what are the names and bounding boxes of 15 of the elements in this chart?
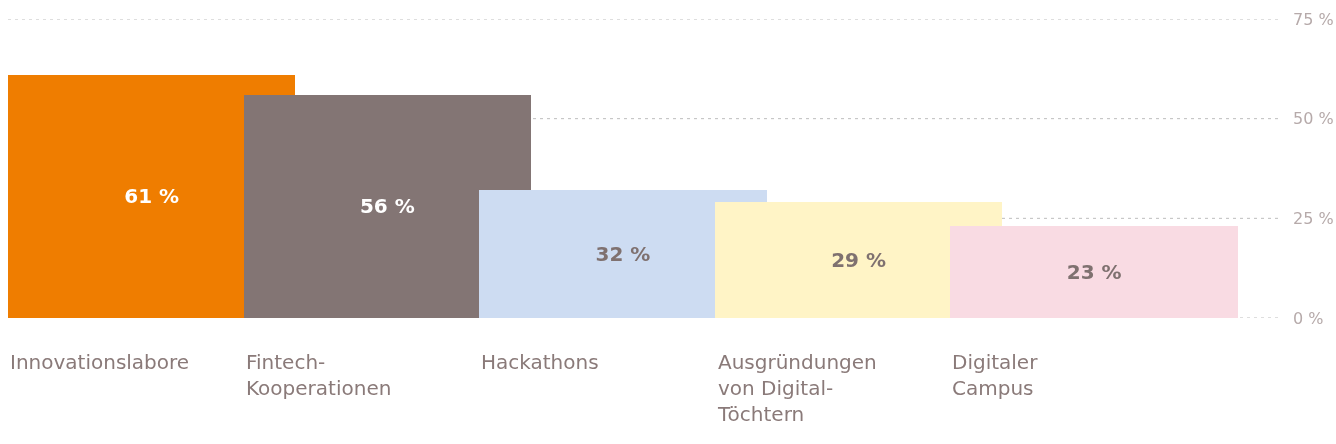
x-tick-label: Fintech-Kooperationen [246,350,392,400]
y-tick-label: 25 % [1293,208,1334,228]
data-label: 29 % [831,248,887,273]
data-label: 56 % [359,194,415,219]
y-tick-label: 75 % [1293,9,1334,29]
y-tick-label: 0 % [1293,308,1324,328]
x-tick-label: Innovationslabore [10,350,190,374]
x-tick-label: Digitaler Campus [952,350,1039,400]
data-label: 32 % [595,242,651,267]
data-label: 23 % [1066,260,1122,285]
data-label: 61 % [124,184,180,209]
x-tick-label: Ausgründungen von Digital-Töchtern [717,350,877,426]
x-tick-label: Hackathons [481,350,599,374]
y-tick-label: 50 % [1293,109,1334,129]
bar [950,226,1238,318]
